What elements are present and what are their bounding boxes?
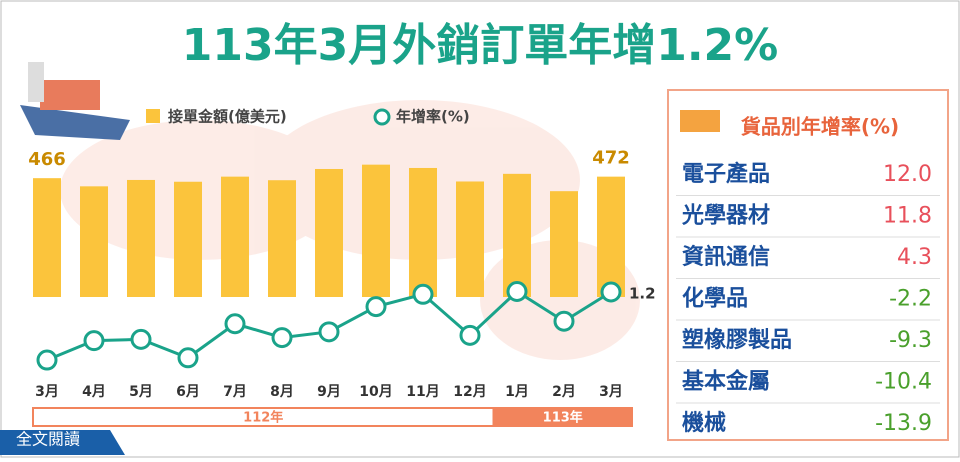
- bar: [362, 164, 390, 297]
- line-point: [553, 310, 575, 332]
- line-point: [177, 347, 199, 369]
- row-value: 11.8: [883, 204, 932, 229]
- title: 113年3月外銷訂單年增1.2%: [182, 20, 779, 71]
- legend-swatch: [146, 109, 160, 123]
- legend-label: 接單金額(億美元): [168, 108, 287, 126]
- row-name: 資訊通信: [682, 244, 770, 270]
- button-label[interactable]: 全文閱讀: [16, 430, 80, 449]
- x-tick-label: 5月: [129, 384, 153, 400]
- x-tick-label: 3月: [599, 384, 623, 400]
- bar: [33, 178, 61, 297]
- x-tick-label: 9月: [317, 384, 341, 400]
- row-value: -9.3: [889, 328, 932, 353]
- x-tick-label: 1月: [505, 384, 529, 400]
- line-point: [271, 327, 293, 349]
- bar: [503, 173, 531, 297]
- bar: [80, 186, 108, 297]
- line-point: [36, 349, 58, 371]
- line-point: [459, 324, 481, 346]
- line-point: [83, 330, 105, 352]
- x-tick-label: 4月: [82, 384, 106, 400]
- row-value: -2.2: [889, 287, 932, 312]
- button-bg[interactable]: [0, 430, 125, 455]
- year-label: 112年: [243, 410, 283, 426]
- bar: [221, 176, 249, 297]
- line-point: [365, 296, 387, 318]
- x-tick-label: 12月: [453, 384, 486, 400]
- data-label: 466: [28, 149, 66, 170]
- x-tick-label: 7月: [223, 384, 247, 400]
- bar: [268, 180, 296, 297]
- line-point: [318, 321, 340, 343]
- x-tick-label: 10月: [359, 384, 392, 400]
- row-name: 機械: [682, 411, 726, 436]
- bar: [174, 181, 202, 297]
- bar: [409, 167, 437, 297]
- legend-label: 年增率(%): [396, 108, 470, 126]
- line-point: [600, 281, 622, 303]
- table-title: 貨品別年增率(%): [741, 115, 899, 139]
- row-name: 光學器材: [681, 203, 770, 229]
- x-tick-label: 11月: [406, 384, 439, 400]
- row-name: 塑橡膠製品: [682, 327, 792, 353]
- row-value: -10.4: [875, 370, 932, 395]
- line-point: [506, 280, 528, 302]
- year-band: [492, 407, 633, 427]
- x-tick-label: 6月: [176, 384, 200, 400]
- bar: [127, 179, 155, 297]
- legend-swatch: [373, 108, 391, 126]
- row-value: 12.0: [883, 162, 932, 187]
- bar: [550, 191, 578, 297]
- row-value: 4.3: [897, 245, 932, 270]
- bar: [315, 168, 343, 297]
- x-tick-label: 3月: [35, 384, 59, 400]
- row-name: 化學品: [682, 286, 748, 312]
- bar: [597, 176, 625, 297]
- table-panel: [667, 89, 949, 441]
- row-name: 基本金屬: [682, 369, 770, 395]
- row-name: 電子產品: [682, 161, 770, 187]
- row-value: -13.9: [875, 411, 932, 436]
- truck-icon: [680, 110, 720, 132]
- line-point: [224, 313, 246, 335]
- ship-icon: [20, 62, 130, 140]
- line-point: [412, 283, 434, 305]
- x-tick-label: 8月: [270, 384, 294, 400]
- data-label: 1.2: [629, 285, 656, 303]
- bar: [456, 181, 484, 297]
- data-label: 472: [592, 148, 630, 169]
- year-label: 113年: [543, 410, 583, 426]
- line-point: [130, 328, 152, 350]
- x-tick-label: 2月: [552, 384, 576, 400]
